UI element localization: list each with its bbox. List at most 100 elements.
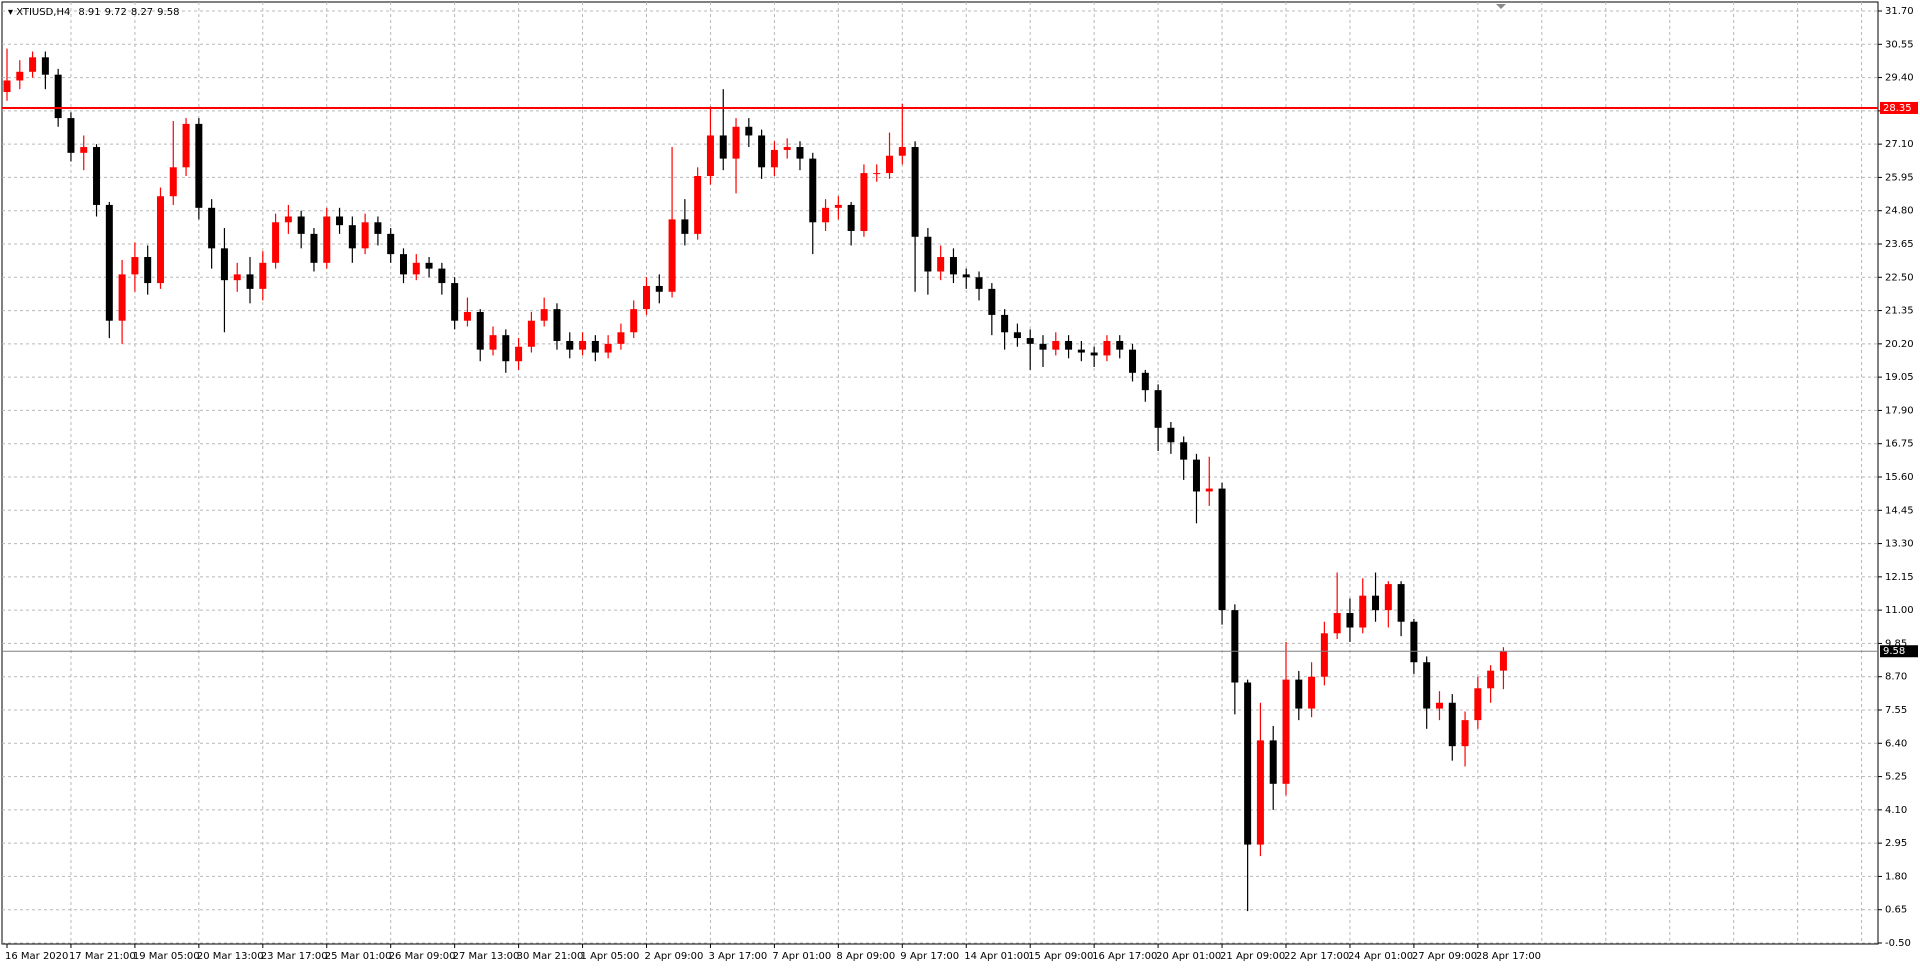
candle-body: [412, 262, 420, 275]
x-tick-label: 22 Apr 17:00: [1284, 951, 1349, 962]
candle-body: [323, 216, 331, 263]
candle-body: [1090, 352, 1098, 356]
candle-body: [220, 248, 228, 281]
y-tick-label: 22.50: [1885, 272, 1914, 283]
x-tick-label: 16 Mar 2020: [5, 951, 68, 962]
menu-arrow[interactable]: ▾: [8, 7, 16, 18]
y-tick-label: 2.95: [1885, 838, 1907, 849]
candle-body: [1423, 662, 1431, 709]
candle-body: [566, 340, 574, 350]
x-tick-label: 25 Mar 01:00: [325, 951, 392, 962]
y-tick-label: 29.40: [1885, 73, 1914, 84]
candle-body: [1077, 349, 1085, 353]
candle-body: [681, 219, 689, 234]
candle-body: [1448, 702, 1456, 747]
candle-body: [131, 257, 139, 275]
candle-body: [886, 155, 894, 174]
x-tick-label: 16 Apr 17:00: [1092, 951, 1157, 962]
candle-body: [706, 135, 714, 176]
candle-body: [3, 80, 11, 93]
candle-body: [272, 222, 280, 263]
candle-body: [1039, 343, 1047, 350]
candle-body: [1180, 442, 1188, 460]
candle-body: [489, 335, 497, 350]
header: ▾ XTIUSD,H4 8.91 9.72 8.27 9.58: [8, 7, 179, 18]
candle-body: [374, 222, 382, 234]
candle-body: [438, 268, 446, 284]
candle-body: [399, 254, 407, 275]
candle-body: [451, 283, 459, 321]
candle-body: [144, 257, 152, 284]
candle-body: [16, 71, 24, 81]
x-tick-label: 9 Apr 17:00: [900, 951, 959, 962]
candle-body: [527, 320, 535, 347]
candle-body: [1359, 595, 1367, 628]
candle-body: [1026, 338, 1034, 344]
y-tick-label: 14.45: [1885, 505, 1914, 516]
y-tick-label: 5.25: [1885, 772, 1907, 783]
candle-body: [29, 57, 37, 72]
candle-body: [463, 312, 471, 321]
candle-body: [156, 196, 164, 284]
candle-body: [732, 126, 740, 159]
candle-body: [975, 277, 983, 289]
candle-body: [41, 57, 49, 75]
candle-body: [1372, 595, 1380, 611]
candle-body: [630, 309, 638, 333]
candle-body: [937, 257, 945, 272]
candle-body: [297, 216, 305, 234]
y-tick-label: 24.80: [1885, 206, 1914, 217]
candle-body: [67, 118, 75, 153]
price-label-bg: [1880, 645, 1918, 658]
candle-body: [1397, 584, 1405, 622]
candle-body: [336, 216, 344, 226]
candle-body: [425, 262, 433, 269]
x-tick-label: 24 Apr 01:00: [1348, 951, 1413, 962]
candle-body: [873, 173, 881, 175]
candle-body: [1346, 613, 1354, 628]
candle-body: [834, 204, 842, 208]
candle-body: [182, 123, 190, 168]
x-tick-label: 3 Apr 17:00: [708, 951, 767, 962]
x-tick-label: 2 Apr 09:00: [645, 951, 704, 962]
candle-body: [822, 207, 830, 223]
candle-body: [1167, 427, 1175, 443]
y-tick-label: 30.55: [1885, 39, 1914, 50]
level-label-bg: [1880, 101, 1918, 114]
candle-body: [1499, 651, 1507, 671]
y-tick-label: 7.55: [1885, 705, 1907, 716]
last-close: 9.58: [157, 7, 179, 18]
y-tick-label: 1.80: [1885, 871, 1907, 882]
shift-marker[interactable]: [1496, 4, 1506, 9]
x-tick-label: 8 Apr 09:00: [836, 951, 895, 962]
price-label: 9.58: [1883, 646, 1905, 657]
candle-body: [246, 274, 254, 289]
y-tick-label: 31.70: [1885, 6, 1914, 17]
x-tick-label: 7 Apr 01:00: [772, 951, 831, 962]
candle-body: [1129, 349, 1137, 373]
candle-body: [898, 147, 906, 156]
candle-body: [949, 257, 957, 275]
candle-body: [105, 204, 113, 321]
x-tick-label: 28 Apr 17:00: [1476, 951, 1541, 962]
candle-body: [1001, 314, 1009, 333]
candle-body: [758, 135, 766, 168]
candle-body: [796, 147, 804, 159]
plot-frame: [1, 1, 1879, 945]
symbol: XTIUSD,H4: [16, 7, 70, 18]
candle-body: [1231, 610, 1239, 683]
candle-body: [310, 233, 318, 263]
candle-body: [1244, 682, 1252, 845]
y-tick-label: 0.65: [1885, 905, 1907, 916]
y-tick-label: 23.65: [1885, 239, 1914, 250]
candle-body: [1154, 390, 1162, 428]
candle-body: [655, 285, 663, 292]
candle-body: [579, 340, 587, 350]
y-tick-label: 17.90: [1885, 405, 1914, 416]
candle-body: [54, 74, 62, 119]
y-tick-label: 4.10: [1885, 805, 1907, 816]
candle-body: [208, 207, 216, 249]
y-tick-label: 27.10: [1885, 139, 1914, 150]
y-tick-label: -0.50: [1885, 938, 1911, 949]
